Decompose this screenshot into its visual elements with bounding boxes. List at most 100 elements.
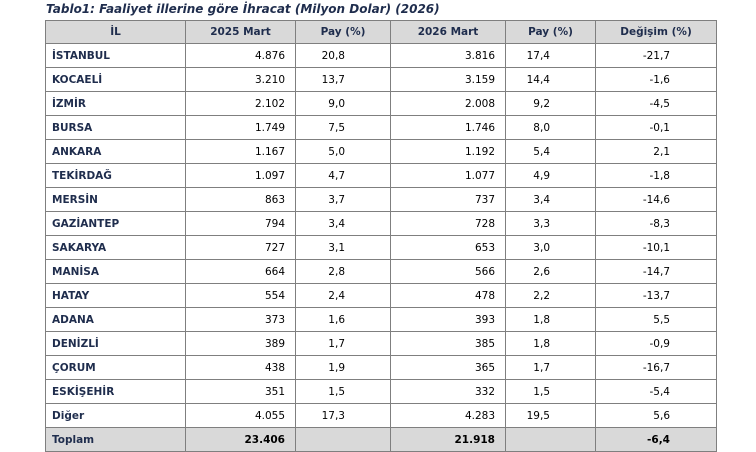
cell-value: 1.749 [185,115,296,140]
cell-value: 365 [390,355,506,380]
cell-value: 9,2 [505,91,596,116]
province-name: MERSİN [45,187,186,212]
cell-value: 4.055 [185,403,296,428]
cell-value: -1,6 [595,67,717,92]
table-row: MANİSA 664 2,8 566 2,6 -14,7 [45,259,717,284]
cell-value: -0,1 [595,115,717,140]
column-header: Değişim (%) [595,20,717,44]
table-row: HATAY 554 2,4 478 2,2 -13,7 [45,283,717,308]
province-name: DENİZLİ [45,331,186,356]
empty-cell [505,427,596,452]
cell-value: 1.077 [390,163,506,188]
cell-value: -13,7 [595,283,717,308]
province-name: ESKİŞEHİR [45,379,186,404]
header-row: İL 2025 Mart Pay (%) 2026 Mart Pay (%) Değişi… [45,20,717,44]
cell-value: -14,6 [595,187,717,212]
province-name: ADANA [45,307,186,332]
cell-value: 5,6 [595,403,717,428]
cell-value: 17,3 [295,403,391,428]
export-table: İL 2025 Mart Pay (%) 2026 Mart Pay (%) Değişi… [45,20,717,452]
cell-value: 2.008 [390,91,506,116]
cell-value: 664 [185,259,296,284]
cell-value: -1,8 [595,163,717,188]
table-row: MERSİN 863 3,7 737 3,4 -14,6 [45,187,717,212]
total-value: 21.918 [390,427,506,452]
province-name: SAKARYA [45,235,186,260]
cell-value: 1,6 [295,307,391,332]
cell-value: 3.159 [390,67,506,92]
province-name: TEKİRDAĞ [45,163,186,188]
cell-value: 1.097 [185,163,296,188]
cell-value: 5,4 [505,139,596,164]
cell-value: 2,8 [295,259,391,284]
table-row: BURSA 1.749 7,5 1.746 8,0 -0,1 [45,115,717,140]
cell-value: 1,5 [505,379,596,404]
cell-value: 13,7 [295,67,391,92]
cell-value: 794 [185,211,296,236]
cell-value: 3,7 [295,187,391,212]
cell-value: 4,9 [505,163,596,188]
table-row: ESKİŞEHİR 351 1,5 332 1,5 -5,4 [45,379,717,404]
cell-value: 3.210 [185,67,296,92]
cell-value: 3,0 [505,235,596,260]
cell-value: -4,5 [595,91,717,116]
province-name: ÇORUM [45,355,186,380]
table-row: Diğer 4.055 17,3 4.283 19,5 5,6 [45,403,717,428]
cell-value: 3,4 [505,187,596,212]
cell-value: 7,5 [295,115,391,140]
table-row: ADANA 373 1,6 393 1,8 5,5 [45,307,717,332]
cell-value: 332 [390,379,506,404]
cell-value: 1.192 [390,139,506,164]
cell-value: 3,4 [295,211,391,236]
cell-value: 3.816 [390,43,506,68]
column-header: Pay (%) [295,20,391,44]
table-row: DENİZLİ 389 1,7 385 1,8 -0,9 [45,331,717,356]
table-row: İZMİR 2.102 9,0 2.008 9,2 -4,5 [45,91,717,116]
cell-value: 1,8 [505,331,596,356]
cell-value: 385 [390,331,506,356]
cell-value: 1,7 [295,331,391,356]
total-value: 23.406 [185,427,296,452]
cell-value: 3,1 [295,235,391,260]
cell-value: -8,3 [595,211,717,236]
province-name: İSTANBUL [45,43,186,68]
cell-value: 351 [185,379,296,404]
cell-value: 1,7 [505,355,596,380]
cell-value: 20,8 [295,43,391,68]
province-name: HATAY [45,283,186,308]
province-name: İZMİR [45,91,186,116]
table-row: ANKARA 1.167 5,0 1.192 5,4 2,1 [45,139,717,164]
empty-cell [295,427,391,452]
cell-value: 14,4 [505,67,596,92]
province-name: GAZİANTEP [45,211,186,236]
cell-value: -5,4 [595,379,717,404]
cell-value: 3,3 [505,211,596,236]
cell-value: 4,7 [295,163,391,188]
cell-value: 5,0 [295,139,391,164]
cell-value: 8,0 [505,115,596,140]
province-name: ANKARA [45,139,186,164]
cell-value: 389 [185,331,296,356]
total-value: Toplam [45,427,186,452]
table-row: TEKİRDAĞ 1.097 4,7 1.077 4,9 -1,8 [45,163,717,188]
province-name: BURSA [45,115,186,140]
cell-value: 438 [185,355,296,380]
total-value: -6,4 [595,427,717,452]
total-row: Toplam 23.406 21.918 -6,4 [45,427,717,452]
cell-value: -16,7 [595,355,717,380]
column-header: 2025 Mart [185,20,296,44]
table-row: KOCAELİ 3.210 13,7 3.159 14,4 -1,6 [45,67,717,92]
cell-value: 9,0 [295,91,391,116]
cell-value: 4.283 [390,403,506,428]
cell-value: 2.102 [185,91,296,116]
column-header: İL [45,20,186,44]
table-title: Tablo1: Faaliyet illerine göre İhracat (… [46,2,440,16]
cell-value: 478 [390,283,506,308]
cell-value: -21,7 [595,43,717,68]
province-name: MANİSA [45,259,186,284]
cell-value: 737 [390,187,506,212]
cell-value: -10,1 [595,235,717,260]
table-row: İSTANBUL 4.876 20,8 3.816 17,4 -21,7 [45,43,717,68]
cell-value: 5,5 [595,307,717,332]
cell-value: 4.876 [185,43,296,68]
